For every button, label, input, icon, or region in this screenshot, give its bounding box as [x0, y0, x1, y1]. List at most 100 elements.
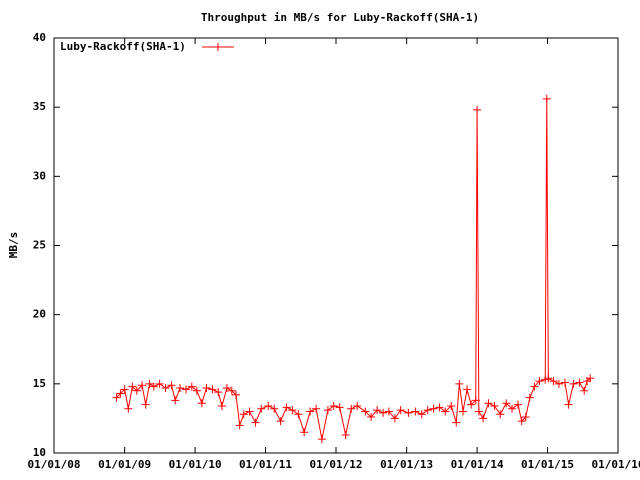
point [341, 431, 350, 440]
point [544, 374, 553, 383]
point [429, 404, 438, 413]
point [116, 389, 125, 398]
point [176, 383, 185, 392]
point [455, 379, 464, 388]
point [569, 379, 578, 388]
point [560, 378, 569, 387]
point [329, 401, 338, 410]
point [467, 400, 476, 409]
x-tick-label: 01/01/16 [592, 458, 640, 471]
point [112, 393, 121, 402]
point [294, 410, 303, 419]
point [306, 407, 315, 416]
point [239, 410, 248, 419]
point [222, 383, 231, 392]
y-tick-label: 35 [33, 100, 46, 113]
y-tick-label: 25 [33, 239, 46, 252]
point [217, 401, 226, 410]
point [390, 414, 399, 423]
point [580, 386, 589, 395]
point [132, 386, 141, 395]
point [479, 414, 488, 423]
point [353, 401, 362, 410]
point [474, 407, 483, 416]
point [202, 383, 211, 392]
point [459, 407, 468, 416]
point [167, 381, 176, 390]
x-tick-label: 01/01/09 [98, 458, 151, 471]
point [396, 406, 405, 415]
y-tick-label: 20 [33, 308, 46, 321]
chart-title: Throughput in MB/s for Luby-Rackoff(SHA-… [201, 11, 479, 24]
point [564, 400, 573, 409]
x-tick-label: 01/01/12 [310, 458, 363, 471]
point [525, 393, 534, 402]
y-axis-label: MB/s [7, 232, 20, 259]
point [312, 404, 321, 413]
y-tick-label: 15 [33, 377, 46, 390]
point [361, 407, 370, 416]
point [192, 386, 201, 395]
point [471, 396, 480, 405]
point [575, 378, 584, 387]
point [208, 385, 217, 394]
point [411, 407, 420, 416]
point [542, 94, 551, 103]
point [182, 385, 191, 394]
point [264, 401, 273, 410]
point [435, 403, 444, 412]
point [404, 408, 413, 417]
point [171, 396, 180, 405]
legend-marker [214, 43, 222, 51]
x-tick-label: 01/01/13 [380, 458, 433, 471]
point [300, 428, 309, 437]
point [586, 374, 595, 383]
point [227, 386, 236, 395]
point [335, 403, 344, 412]
point [187, 382, 196, 391]
point [232, 390, 241, 399]
point [490, 401, 499, 410]
point [257, 404, 266, 413]
point [288, 406, 297, 415]
series-line [116, 98, 591, 440]
point [347, 404, 356, 413]
point [235, 421, 244, 430]
point [517, 417, 526, 426]
point [417, 410, 426, 419]
point [549, 377, 558, 386]
point [530, 382, 539, 391]
point [452, 418, 461, 427]
y-tick-label: 40 [33, 31, 46, 44]
legend-label: Luby-Rackoff(SHA-1) [60, 40, 186, 53]
y-tick-label: 30 [33, 169, 46, 182]
x-tick-label: 01/01/14 [451, 458, 504, 471]
point [138, 381, 147, 390]
point [367, 413, 376, 422]
point [554, 379, 563, 388]
point [508, 404, 517, 413]
point [323, 406, 332, 415]
x-tick-label: 01/01/11 [239, 458, 292, 471]
point [496, 410, 505, 419]
point [473, 105, 482, 114]
point [423, 406, 432, 415]
point [245, 407, 254, 416]
point [120, 385, 129, 394]
point [145, 379, 154, 388]
point [317, 435, 326, 444]
point [197, 399, 206, 408]
point [502, 399, 511, 408]
point [161, 383, 170, 392]
point [251, 418, 260, 427]
point [484, 399, 493, 408]
point [514, 400, 523, 409]
point [379, 408, 388, 417]
x-tick-label: 01/01/10 [169, 458, 222, 471]
point [276, 417, 285, 426]
point [270, 404, 279, 413]
point [282, 403, 291, 412]
point [463, 385, 472, 394]
